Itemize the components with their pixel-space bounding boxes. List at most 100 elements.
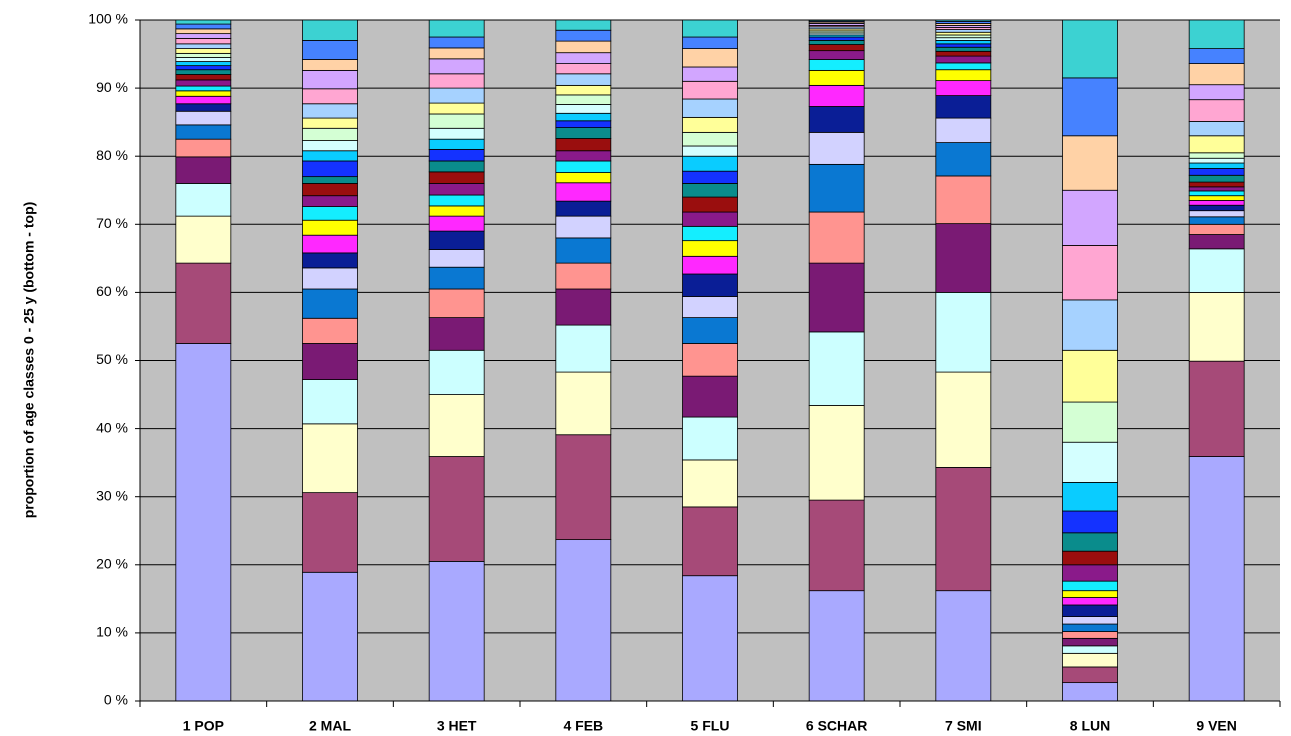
bar-segment bbox=[1062, 645, 1118, 654]
bar-segment bbox=[935, 371, 992, 468]
bar-segment bbox=[428, 171, 485, 184]
bar-segment bbox=[428, 249, 485, 268]
bar-segment bbox=[935, 117, 992, 143]
bar-segment bbox=[428, 317, 485, 351]
x-tick-label: 5 FLU bbox=[691, 718, 730, 734]
bar-segment bbox=[302, 40, 358, 60]
y-tick-label: 20 % bbox=[96, 556, 128, 572]
bar-segment bbox=[1062, 637, 1118, 647]
bar-segment bbox=[1188, 216, 1245, 225]
bar-segment bbox=[935, 69, 992, 82]
bar-segment bbox=[1188, 200, 1245, 206]
bar-segment bbox=[1188, 168, 1245, 176]
bar-segment bbox=[428, 194, 485, 207]
bar-segment bbox=[175, 33, 232, 39]
x-tick-label: 1 POP bbox=[183, 718, 224, 734]
bar-segment bbox=[808, 84, 865, 107]
bar-segment bbox=[555, 112, 612, 122]
bar-segment bbox=[302, 267, 358, 290]
bar-segment bbox=[1188, 63, 1245, 86]
bar-segment bbox=[1188, 99, 1245, 122]
bar-segment bbox=[302, 127, 358, 141]
bar-segment bbox=[302, 195, 358, 207]
bar-segment bbox=[682, 48, 738, 68]
bar-segment bbox=[175, 262, 232, 344]
bar-segment bbox=[808, 44, 865, 52]
bar-segment bbox=[935, 40, 992, 45]
bar-segment bbox=[175, 37, 232, 45]
bar-segment bbox=[1188, 456, 1245, 702]
bar-segment bbox=[808, 19, 865, 22]
bar-segment bbox=[682, 19, 738, 38]
bar-segment bbox=[175, 74, 232, 81]
bar-segment bbox=[1062, 590, 1118, 598]
bar-segment bbox=[428, 47, 485, 60]
bar-segment bbox=[302, 379, 358, 425]
bar-segment bbox=[175, 110, 232, 126]
bar-segment bbox=[302, 150, 358, 162]
bar-segment bbox=[808, 106, 865, 133]
bar-segment bbox=[555, 104, 612, 114]
bar-segment bbox=[302, 117, 358, 129]
bar-segment bbox=[175, 138, 232, 158]
bar-segment bbox=[1062, 604, 1118, 617]
bar-segment bbox=[935, 31, 992, 36]
bar-segment bbox=[682, 211, 738, 227]
y-tick-label: 30 % bbox=[96, 487, 128, 503]
bar-segment bbox=[175, 343, 232, 702]
bar-segment bbox=[935, 29, 992, 33]
bar-segment bbox=[1062, 189, 1118, 246]
bar-segment bbox=[428, 87, 485, 104]
bar-segment bbox=[555, 182, 612, 202]
bar-segment bbox=[682, 273, 738, 297]
bar-segment bbox=[1188, 204, 1245, 212]
bar-segment bbox=[175, 19, 232, 25]
bar-segment bbox=[808, 40, 865, 45]
bar-segment bbox=[682, 145, 738, 157]
bar-segment bbox=[1188, 234, 1245, 250]
bar-segment bbox=[682, 196, 738, 213]
bar-segment bbox=[175, 23, 232, 30]
bar-segment bbox=[682, 296, 738, 318]
bar-segment bbox=[555, 138, 612, 152]
bar-segment bbox=[175, 103, 232, 112]
bar-segment bbox=[808, 163, 865, 213]
bar-segment bbox=[808, 590, 865, 702]
bar-segment bbox=[1188, 195, 1245, 201]
y-tick-label: 0 % bbox=[104, 692, 128, 708]
bar-segment bbox=[935, 80, 992, 96]
bar-segment bbox=[428, 138, 485, 150]
bar-segment bbox=[302, 183, 358, 197]
bar-segment bbox=[555, 52, 612, 64]
bar-segment bbox=[682, 240, 738, 257]
bar-segment bbox=[428, 230, 485, 250]
bar-segment bbox=[935, 50, 992, 57]
bar-segment bbox=[935, 62, 992, 71]
bar-segment bbox=[935, 142, 992, 177]
bar-segment bbox=[555, 215, 612, 239]
bar-segment bbox=[428, 73, 485, 89]
bar-segment bbox=[682, 131, 738, 147]
bar-segment bbox=[175, 90, 232, 97]
bar-segment bbox=[1188, 48, 1245, 64]
bar-segment bbox=[175, 69, 232, 75]
x-tick-label: 2 MAL bbox=[309, 718, 351, 734]
bar-segment bbox=[555, 19, 612, 31]
bar-segment bbox=[935, 19, 992, 22]
bar-segment bbox=[555, 262, 612, 290]
bar-segment bbox=[1062, 623, 1118, 632]
bar-segment bbox=[555, 150, 612, 162]
bar-segment bbox=[175, 95, 232, 105]
bar-segment bbox=[175, 215, 232, 264]
y-tick-label: 100 % bbox=[88, 11, 128, 27]
bar-segment bbox=[302, 343, 358, 380]
bar-segment bbox=[1188, 135, 1245, 154]
bar-segment bbox=[808, 405, 865, 501]
bar-segment bbox=[682, 36, 738, 50]
bar-segment bbox=[555, 371, 612, 436]
bar-segment bbox=[302, 19, 358, 41]
bar-segment bbox=[682, 66, 738, 82]
bar-segment bbox=[175, 61, 232, 67]
bar-segment bbox=[1188, 210, 1245, 218]
bar-segment bbox=[175, 124, 232, 140]
